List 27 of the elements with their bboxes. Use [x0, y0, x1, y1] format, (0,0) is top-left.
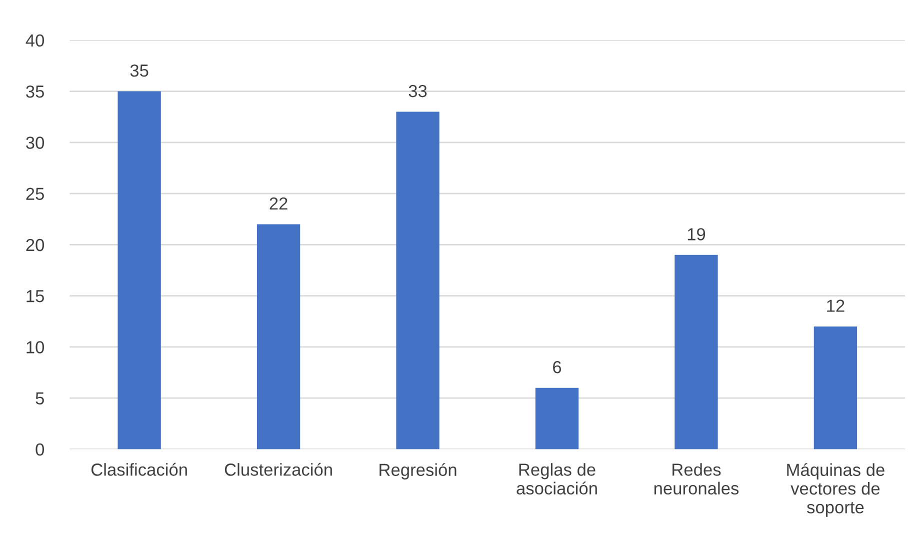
y-tick-label: 5	[36, 392, 44, 405]
y-tick-label: 20	[26, 238, 44, 252]
y-tick-label: 10	[26, 341, 44, 354]
data-label: 35	[130, 64, 148, 77]
bar	[814, 326, 858, 450]
bar	[535, 388, 579, 450]
data-label: 22	[270, 197, 288, 210]
x-tick-label: Clasificación	[91, 462, 187, 476]
x-tick-label: Reglas de asociación	[516, 463, 597, 495]
x-tick-label: Clusterización	[224, 462, 332, 476]
data-label: 12	[827, 300, 844, 312]
bar	[674, 254, 718, 450]
x-tick-label: Redes neuronales	[654, 463, 739, 495]
data-label: 33	[408, 84, 427, 98]
y-tick-label: 30	[26, 136, 44, 149]
bar	[256, 224, 300, 450]
data-label: 6	[553, 361, 562, 374]
x-tick-label: Regresión	[380, 463, 456, 480]
bar	[118, 91, 161, 450]
y-tick-label: 35	[26, 85, 44, 98]
y-tick-label: 0	[36, 443, 44, 456]
y-tick-label: 15	[26, 290, 44, 302]
bar	[396, 112, 440, 450]
data-label: 19	[688, 228, 706, 240]
y-tick-label: 25	[26, 188, 44, 200]
y-tick-label: 40	[26, 34, 44, 47]
x-tick-label: Máquinas de vectores de soporte	[787, 463, 884, 517]
